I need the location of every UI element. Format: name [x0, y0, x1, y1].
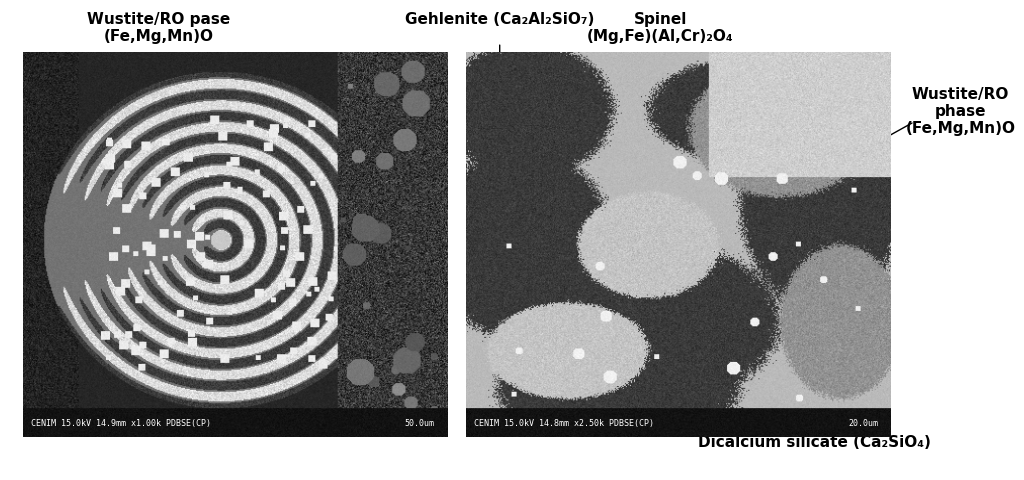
Text: Wustite/RO pase
(Fe,Mg,Mn)O: Wustite/RO pase (Fe,Mg,Mn)O: [87, 12, 230, 44]
Text: 50.0um: 50.0um: [404, 418, 435, 427]
Text: Dicalcium silicate (Ca₂SiO₄): Dicalcium silicate (Ca₂SiO₄): [697, 434, 931, 449]
Text: Spinel
(Mg,Fe)(Al,Cr)₂O₄: Spinel (Mg,Fe)(Al,Cr)₂O₄: [587, 12, 734, 44]
Text: CENIM 15.0kV 14.8mm x2.50k PDBSE(CP): CENIM 15.0kV 14.8mm x2.50k PDBSE(CP): [474, 418, 654, 427]
Text: CENIM 15.0kV 14.9mm x1.00k PDBSE(CP): CENIM 15.0kV 14.9mm x1.00k PDBSE(CP): [31, 418, 211, 427]
Text: Gehlenite (Ca₂Al₂SiO₇): Gehlenite (Ca₂Al₂SiO₇): [406, 12, 594, 27]
Text: Wustite/RO
phase
(Fe,Mg,Mn)O: Wustite/RO phase (Fe,Mg,Mn)O: [905, 86, 1016, 136]
Text: 20.0um: 20.0um: [848, 418, 879, 427]
